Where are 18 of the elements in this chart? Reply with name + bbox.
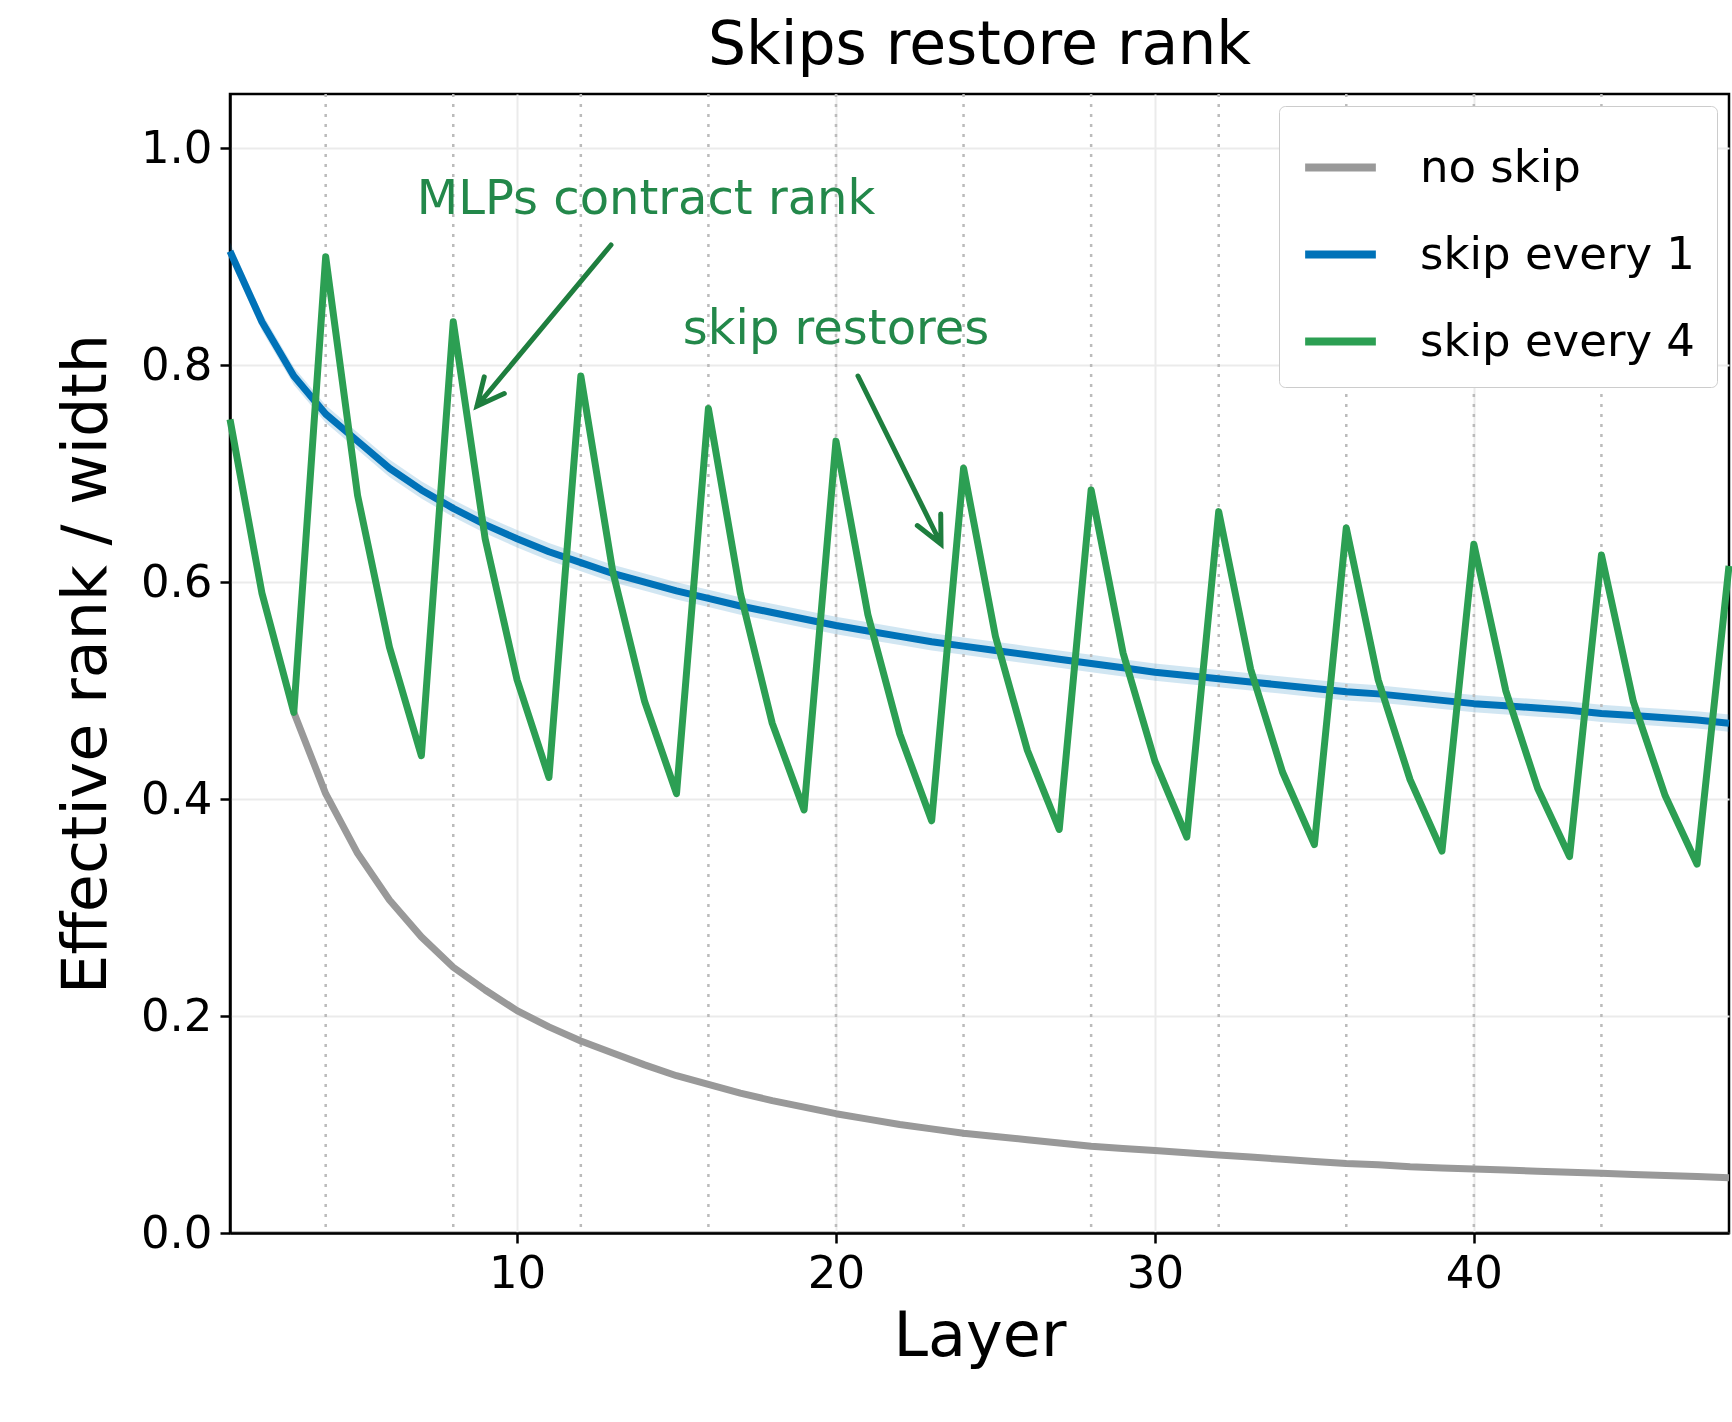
annotation: MLPs contract rank — [416, 169, 876, 225]
x-axis-title: Layer — [893, 1297, 1067, 1371]
chart-title: Skips restore rank — [707, 7, 1252, 78]
legend-label: skip every 4 — [1420, 313, 1695, 367]
x-tick-label: 30 — [1126, 1245, 1185, 1299]
y-tick-label: 0.0 — [140, 1205, 213, 1259]
y-tick-label: 0.6 — [140, 554, 213, 608]
y-tick-label: 1.0 — [140, 120, 213, 174]
x-tick-label: 10 — [488, 1245, 547, 1299]
legend-label: no skip — [1420, 139, 1581, 193]
legend-label: skip every 1 — [1420, 226, 1695, 280]
x-tick-label: 20 — [807, 1245, 866, 1299]
y-tick-label: 0.2 — [140, 988, 213, 1042]
x-tick-label: 40 — [1445, 1245, 1503, 1299]
annotation: skip restores — [682, 299, 990, 355]
y-tick-label: 0.8 — [140, 337, 213, 391]
y-tick-label: 0.4 — [140, 771, 213, 825]
y-axis-title: Effective rank / width — [47, 333, 121, 995]
